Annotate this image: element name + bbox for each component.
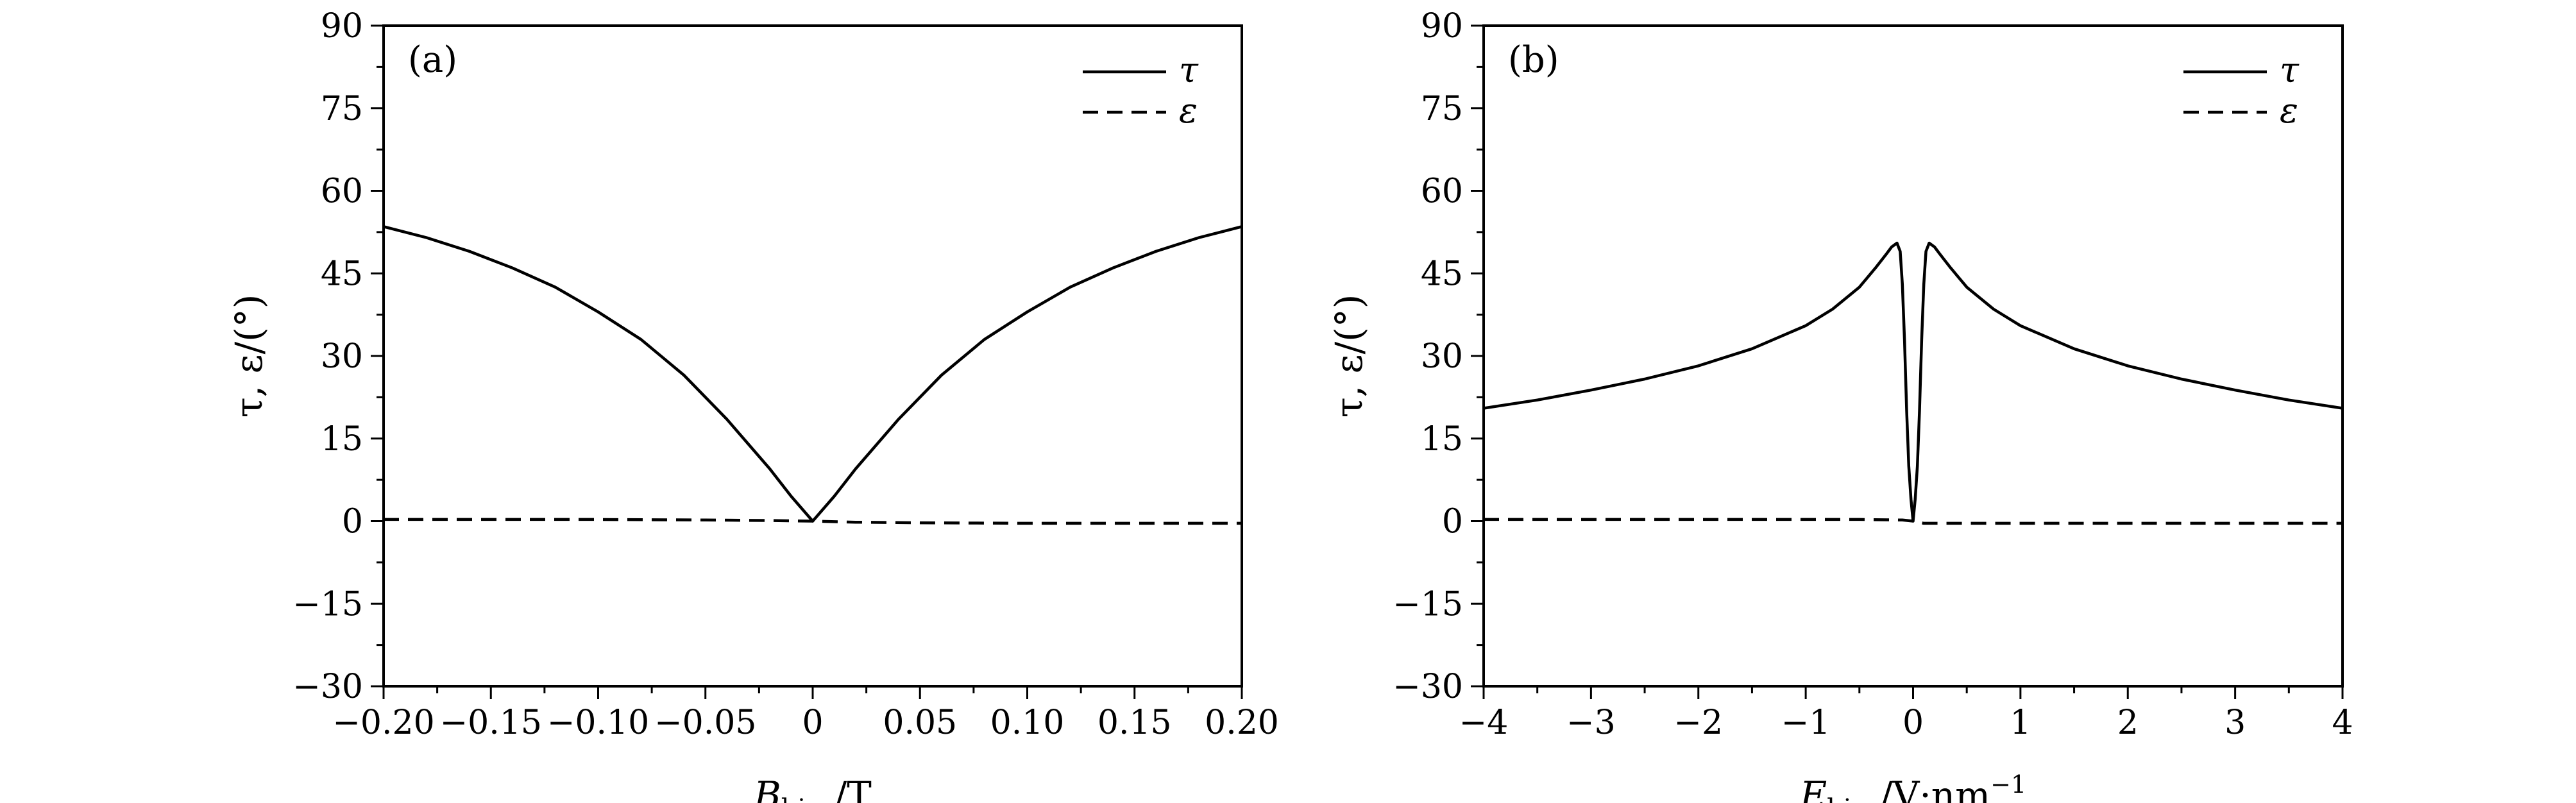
x-axis-label: Bbias/T [753,773,872,803]
y-tick-label: 15 [1421,420,1463,459]
y-tick-label: −15 [292,585,363,623]
legend-epsilon-label: ε [1179,90,1198,131]
panel-tag: (a) [408,39,457,81]
x-tick-label: −0.20 [332,704,434,742]
x-axis-label: Ebias/V·nm−1 [1799,770,2026,803]
y-tick-label: −30 [292,668,363,706]
y-tick-label: −15 [1393,585,1463,623]
y-tick-label: 0 [342,503,363,541]
x-tick-label: −2 [1674,704,1723,742]
y-tick-label: 60 [1421,173,1463,211]
plot-area [384,225,1242,525]
x-tick-label: −4 [1459,704,1509,742]
x-axis-label-superscript: −1 [1990,770,2026,799]
x-tick-label: 0 [802,704,823,742]
panel-b: −4 −3 −2 −1 0 1 2 3 4 −30 −15 0 15 30 45 60 75 90 (b) τε Ebi… [1327,7,2353,803]
series-tau-line [1484,241,2343,523]
x-tick-label: 0.10 [990,704,1065,742]
y-axis-label: τ, ε/(°) [227,294,271,418]
y-tick-label: 75 [321,90,363,128]
x-tick-label: −1 [1781,704,1831,742]
series-epsilon-line [384,518,1242,525]
panel-a: −0.20 −0.15 −0.10 −0.05 0 0.05 0.10 0.15 0.20 −30… [227,7,1279,803]
panel-tag: (b) [1508,39,1559,81]
y-tick-label: 45 [1421,255,1463,293]
x-tick-label: 2 [2117,704,2139,742]
y-tick-label: 0 [1442,503,1463,541]
x-tick-label: 3 [2224,704,2246,742]
series-epsilon-line [1484,518,2343,525]
y-tick-label: 45 [321,255,363,293]
x-axis-label-unit: /T [835,773,872,803]
y-tick-label: 60 [321,173,363,211]
y-axis-label: τ, ε/(°) [1327,294,1371,418]
y-tick-label: 90 [1421,7,1463,46]
legend-epsilon-label: ε [2280,90,2298,131]
x-axis-label-symbol: B [753,773,781,803]
y-tick-label: 30 [321,337,363,376]
x-axis-label-subscript: bias [1827,794,1880,803]
series-tau-line [384,225,1242,523]
x-tick-label: 0.20 [1205,704,1279,742]
x-tick-label: 0.15 [1097,704,1172,742]
y-tick-label: −30 [1393,668,1463,706]
y-tick-label: 90 [321,7,363,46]
y-tick-label: 15 [321,420,363,459]
legend-tau-label: τ [2280,50,2300,90]
x-tick-label: 1 [2010,704,2031,742]
x-tick-label: −3 [1566,704,1616,742]
x-axis-label-unit: /V·nm [1880,773,1990,803]
plot-frame [382,24,1243,688]
x-axis-label-symbol: E [1799,773,1827,803]
plot-area [1484,241,2343,525]
x-axis-label-subscript: bias [781,794,835,803]
x-tick-label: 0.05 [883,704,957,742]
x-tick-label: 0 [1902,704,1924,742]
x-tick-label: −0.05 [654,704,756,742]
y-tick-label: 75 [1421,90,1463,128]
y-tick-label: 30 [1421,337,1463,376]
plot-frame [1482,24,2344,688]
x-tick-label: −0.10 [547,704,649,742]
x-tick-label: 4 [2332,704,2353,742]
x-tick-label: −0.15 [440,704,542,742]
legend-tau-label: τ [1179,50,1199,90]
